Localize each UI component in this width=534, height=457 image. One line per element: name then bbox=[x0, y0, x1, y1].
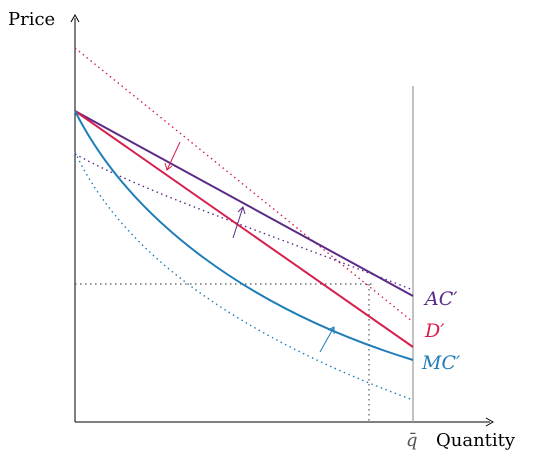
demand-curve-label: D′ bbox=[424, 320, 445, 342]
ac-curve bbox=[74, 110, 414, 297]
ac-curve-old bbox=[74, 153, 414, 291]
demand-curve bbox=[74, 110, 414, 348]
capacity-label: q̄ bbox=[406, 430, 418, 451]
ac-curve-label: AC′ bbox=[423, 288, 458, 310]
ac-shift-arrow-icon bbox=[232, 206, 246, 239]
x-axis-label: Quantity bbox=[436, 430, 516, 451]
mc-curve bbox=[74, 110, 414, 361]
x-axis-arrow-icon bbox=[485, 417, 495, 427]
y-axis-arrow-icon bbox=[70, 13, 80, 23]
y-axis-label: Price bbox=[8, 9, 55, 30]
mc-curve-label: MC′ bbox=[421, 352, 461, 374]
mc-curve-old bbox=[74, 151, 414, 401]
demand-shift-arrow-icon bbox=[164, 141, 181, 171]
axes bbox=[70, 13, 495, 427]
mc-shift-arrow-icon bbox=[319, 326, 335, 353]
